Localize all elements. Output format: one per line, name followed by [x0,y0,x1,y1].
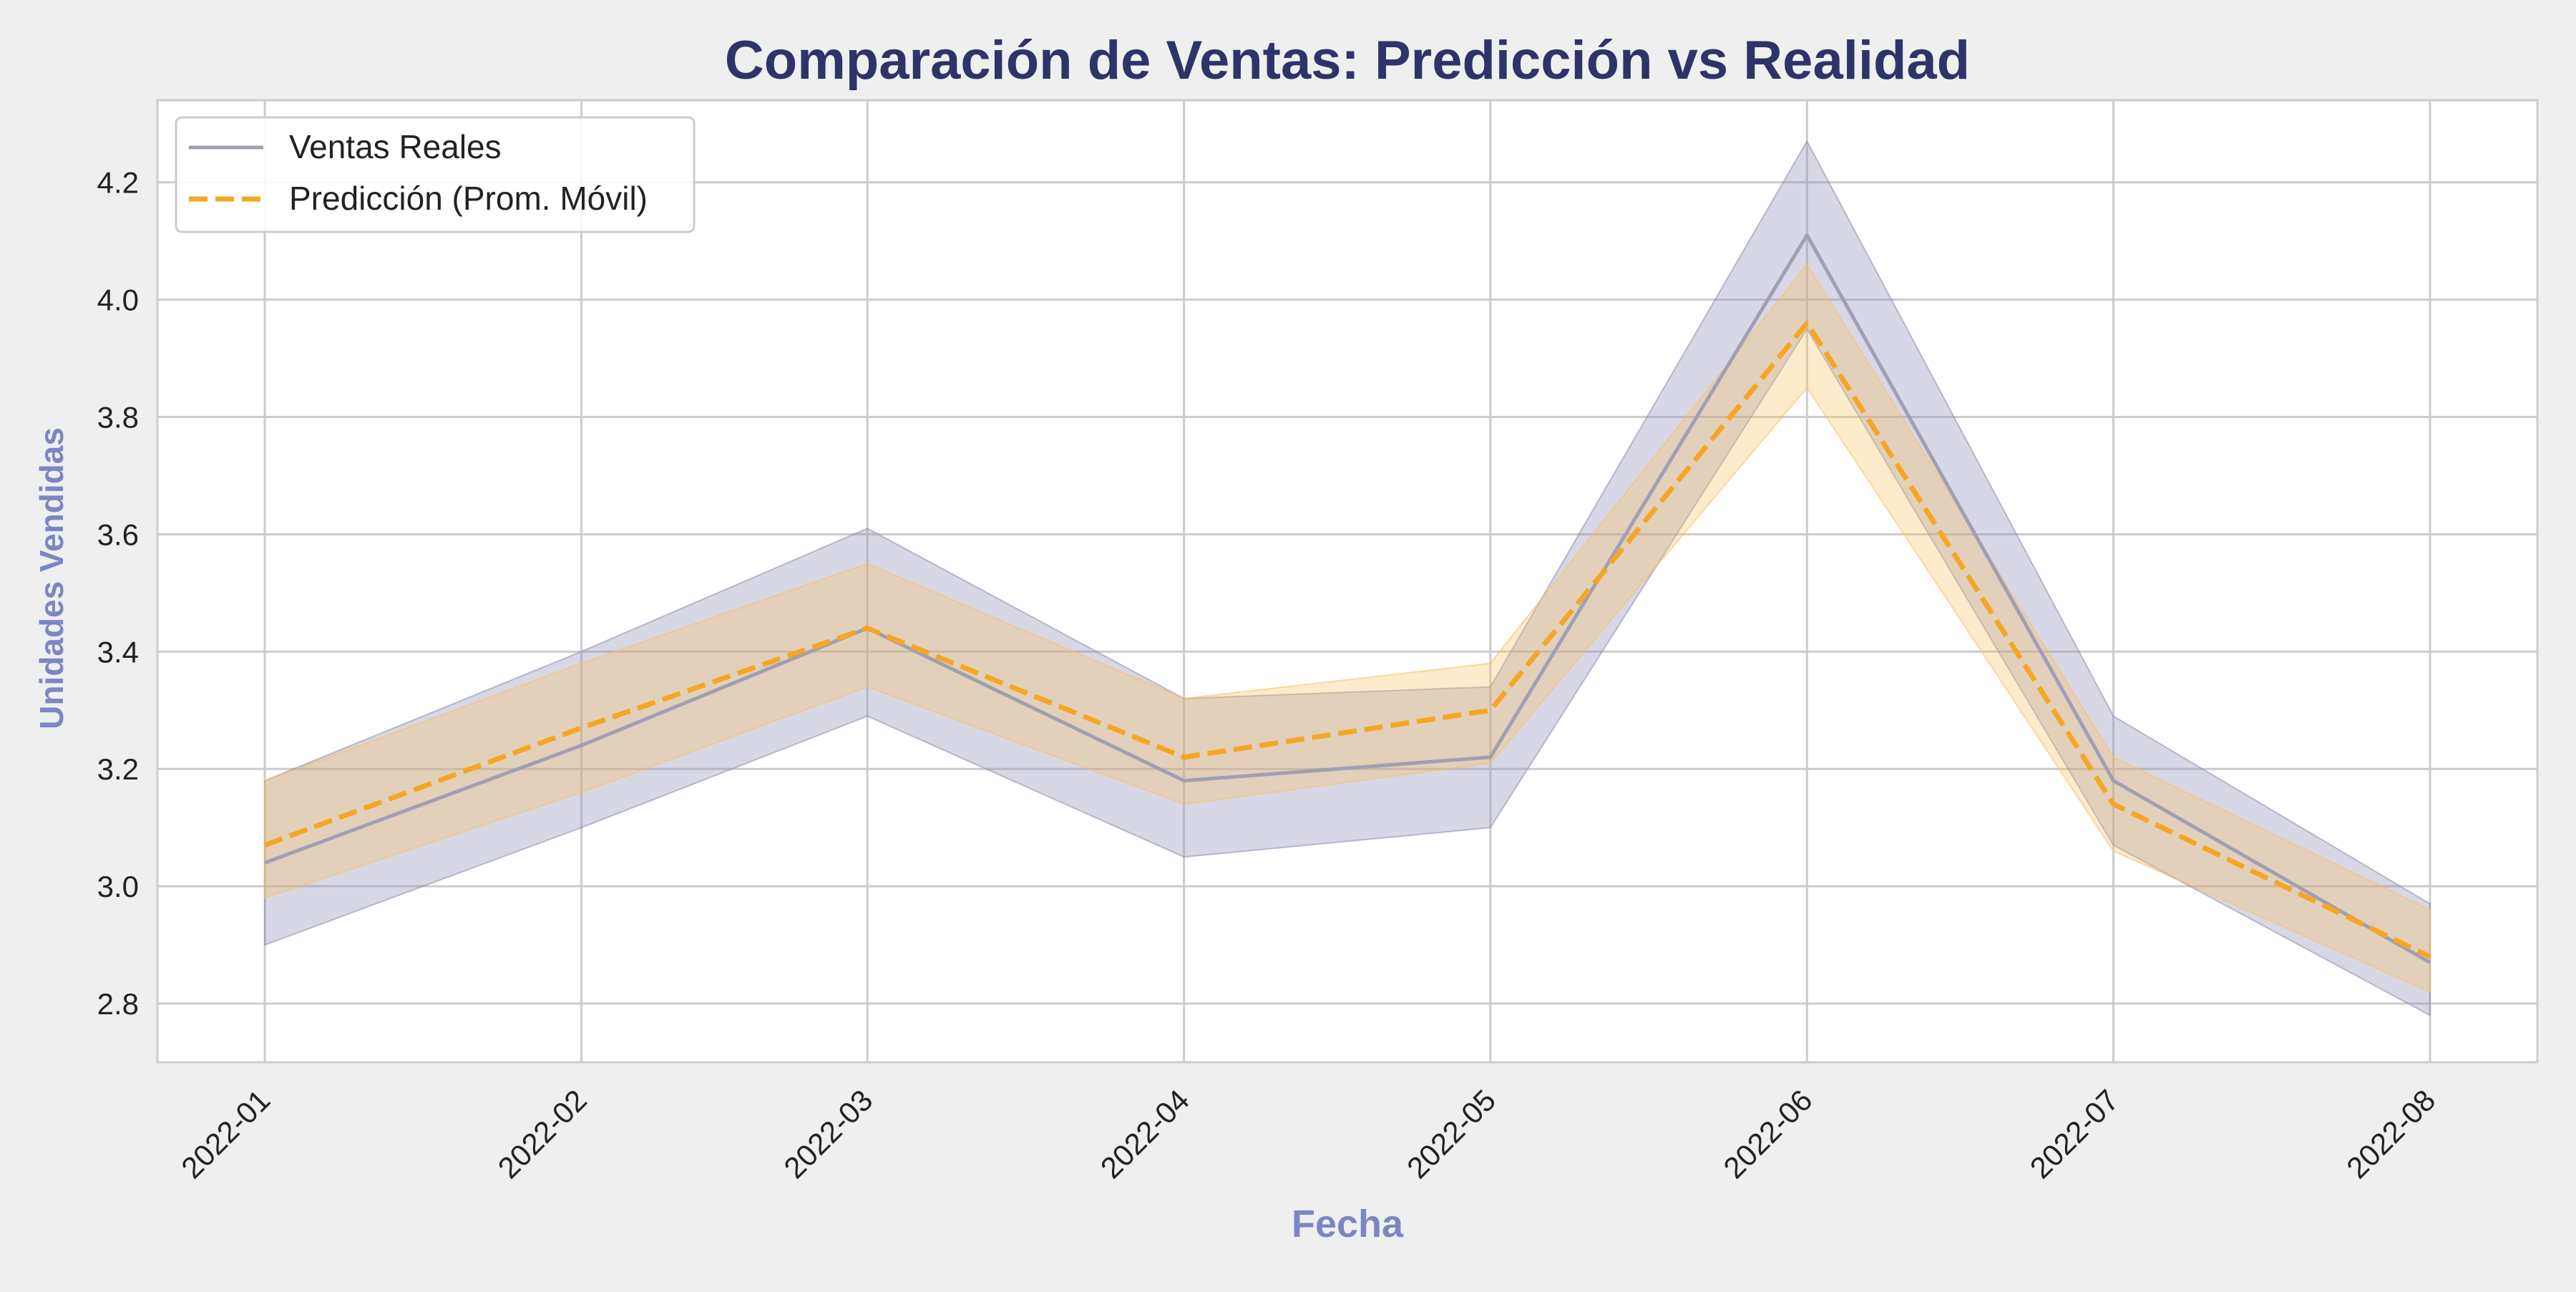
x-tick-label: 2022-04 [1094,1083,1196,1185]
y-axis-label: Unidades Vendidas [33,427,70,729]
x-tick-label: 2022-06 [1717,1083,1818,1185]
x-tick-label: 2022-07 [2024,1083,2125,1185]
series-lines [263,233,2431,964]
y-tick-label: 4.0 [97,283,139,317]
y-tick-label: 3.8 [97,401,139,434]
legend-label-prediccion: Predicción (Prom. Móvil) [289,180,648,217]
chart-title: Comparación de Ventas: Predicción vs Rea… [725,30,1970,91]
band-prediccion [264,263,2431,994]
y-tick-label: 3.4 [97,635,139,669]
band-ventas-reales [264,140,2431,1017]
y-tick-label: 3.2 [97,752,139,786]
x-tick-label: 2022-08 [2340,1083,2441,1185]
x-tick-label: 2022-03 [777,1083,879,1185]
confidence-bands [264,140,2431,1017]
plot-area [157,100,2537,1062]
x-tick-label: 2022-01 [175,1083,276,1185]
y-tick-label: 3.6 [97,518,139,551]
legend: Ventas Reales Predicción (Prom. Móvil) [175,116,696,233]
y-tick-label: 4.2 [97,166,139,200]
x-tick-label: 2022-02 [492,1083,593,1185]
legend-label-ventas-reales: Ventas Reales [289,128,502,165]
y-tick-label: 3.0 [97,870,139,903]
grid-lines [157,100,2537,1062]
x-axis-label: Fecha [1292,1203,1404,1245]
y-tick-label: 2.8 [97,987,139,1021]
x-tick-label: 2022-05 [1400,1083,1502,1185]
line-ventas-reales [264,233,2431,964]
line-prediccion [263,320,2431,959]
legend-box [175,116,696,233]
plot-frame [156,99,2539,1064]
